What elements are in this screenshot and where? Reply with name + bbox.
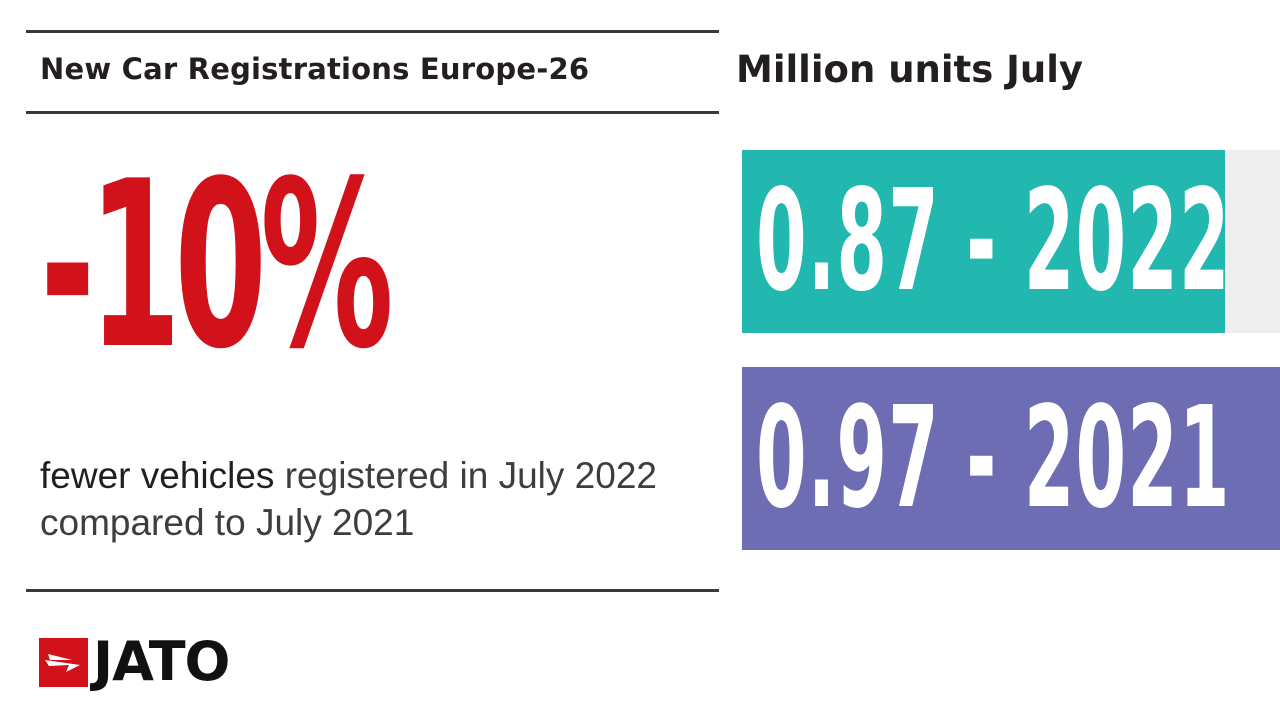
bottom-divider xyxy=(26,589,719,592)
bar-2022: 0.87 - 2022 xyxy=(742,150,1225,333)
bar-chart: 0.87 - 2022 0.97 - 2021 xyxy=(742,150,1280,550)
jato-logo: JATO xyxy=(39,630,230,693)
logo-text: JATO xyxy=(93,630,230,693)
bar-label-2021: 0.97 - 2021 xyxy=(756,377,1231,540)
top-divider xyxy=(26,30,719,33)
chart-title: Million units July xyxy=(736,48,1084,91)
caption-emphasis: fewer vehicles xyxy=(40,455,275,496)
jato-arrow-icon xyxy=(39,637,88,687)
caption-rest: registered in July 2022 compared to July… xyxy=(40,455,657,543)
left-title: New Car Registrations Europe-26 xyxy=(40,52,590,86)
bar-label-2022: 0.87 - 2022 xyxy=(756,160,1225,323)
percent-change: -10% xyxy=(40,133,394,400)
caption: fewer vehicles registered in July 2022 c… xyxy=(40,452,720,546)
title-divider xyxy=(26,111,719,114)
bar-2021: 0.97 - 2021 xyxy=(742,367,1280,550)
